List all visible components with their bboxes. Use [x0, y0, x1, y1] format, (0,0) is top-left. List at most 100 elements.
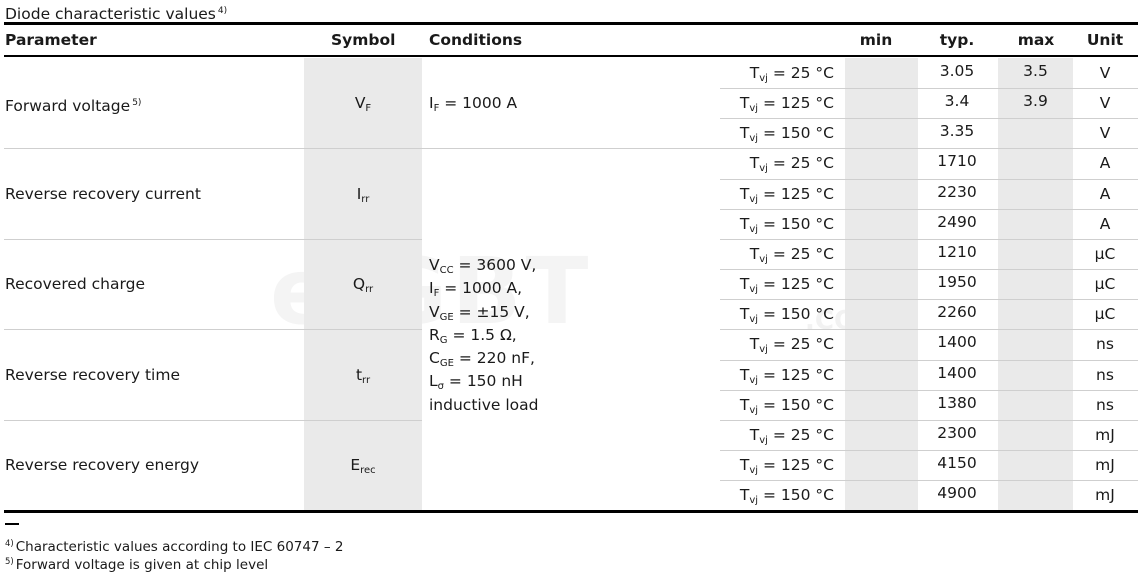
typ-value: 1950 [937, 273, 977, 292]
temp-value: 125 °C [780, 275, 834, 294]
condition-main: R [429, 325, 440, 344]
typ-value: 2260 [937, 303, 977, 322]
row-divider [720, 480, 1138, 482]
table-title: Diode characteristic values 4) [5, 1, 227, 24]
temperature-condition: Tvj = 25 °C [700, 420, 834, 453]
temp-symbol: T [739, 214, 750, 233]
typ-value: 3.05 [939, 62, 975, 80]
temp-eq: = [758, 395, 781, 414]
temp-sub: vj [759, 434, 768, 446]
footnote-5: 5) Forward voltage is given at chip level [5, 554, 268, 574]
max-value: 3.5 [1023, 62, 1048, 80]
temp-value: 25 °C [790, 64, 834, 82]
unit-value: V [1099, 124, 1111, 143]
row-divider [720, 299, 1138, 301]
temp-eq: = [758, 94, 781, 113]
temp-eq: = [767, 335, 791, 354]
temperature-condition: Tvj = 150 °C [700, 299, 834, 332]
typ-value: 1710 [937, 152, 977, 171]
header-conditions: Conditions [429, 31, 523, 49]
temp-eq: = [758, 305, 781, 324]
symbol-main: I [356, 184, 362, 203]
typ-value: 1400 [937, 333, 977, 352]
temp-sub: vj [749, 404, 759, 416]
condition-value: = 1.5 Ω, [447, 325, 517, 344]
unit-value: mJ [1095, 425, 1115, 444]
condition-value: = 220 nF, [453, 349, 535, 368]
condition-sub: GE [439, 358, 454, 370]
condition-main: I [429, 279, 434, 298]
header-bottom-rule [4, 55, 1138, 57]
condition-main: inductive load [429, 395, 539, 414]
parameter-label: Reverse recovery time [5, 365, 181, 384]
row-divider [720, 389, 1138, 391]
condition-line: IF = 1000 A, [429, 278, 538, 301]
temp-symbol: T [739, 94, 750, 113]
temp-sub: vj [749, 133, 759, 145]
condition-sub: G [439, 334, 448, 346]
condition-value: = 1000 A [439, 94, 518, 113]
temp-value: 125 °C [780, 94, 834, 113]
max-value: 3.9 [1023, 92, 1048, 111]
unit-value: A [1099, 184, 1111, 203]
temp-symbol: T [739, 455, 750, 474]
group-divider [720, 238, 1138, 240]
temp-sub: vj [749, 495, 759, 507]
condition-sub: F [433, 103, 440, 115]
unit-value: V [1099, 64, 1111, 82]
temp-sub: vj [749, 103, 759, 115]
temperature-condition: Tvj = 25 °C [700, 239, 834, 272]
temp-eq: = [767, 244, 791, 263]
typ-value: 4900 [937, 484, 977, 503]
parameter-name: Reverse recovery time [5, 360, 180, 390]
temperature-condition: Tvj = 25 °C [700, 148, 834, 181]
temp-symbol: T [749, 154, 760, 173]
symbol-main: E [350, 456, 361, 475]
condition-sub: σ [437, 381, 444, 393]
temperature-condition: Tvj = 125 °C [700, 179, 834, 212]
group-divider [720, 329, 1138, 331]
table-top-rule [4, 22, 1138, 25]
shared-conditions: VCC = 3600 V, IF = 1000 A, VGE = ±15 V, RG … [429, 255, 538, 416]
temperature-condition: Tvj = 25 °C [700, 58, 834, 91]
condition-main: C [429, 349, 440, 368]
parameter-name: Reverse recovery energy [5, 450, 199, 480]
temp-value: 25 °C [790, 244, 834, 263]
table-bottom-rule [4, 510, 1138, 513]
unit-value: A [1099, 214, 1111, 233]
symbol-sub: rr [361, 193, 370, 205]
row-divider [720, 178, 1138, 180]
temp-symbol: T [739, 184, 750, 203]
condition-main: V [429, 302, 440, 321]
typ-value: 3.35 [939, 122, 975, 141]
unit-value: µC [1094, 244, 1116, 263]
typ-value: 3.4 [944, 92, 970, 111]
temp-value: 25 °C [790, 154, 834, 173]
condition-sub: CC [439, 265, 454, 276]
temp-symbol: T [749, 64, 760, 82]
temperature-condition: Tvj = 150 °C [700, 480, 834, 513]
temp-sub: vj [749, 314, 759, 326]
row-divider [720, 88, 1138, 90]
typ-value: 1380 [937, 393, 977, 412]
temp-eq: = [758, 124, 781, 143]
unit-value: V [1099, 94, 1111, 113]
temp-sub: vj [749, 193, 759, 205]
symbol-sub: rr [365, 284, 374, 296]
row-divider [720, 359, 1138, 361]
group-divider [720, 148, 1138, 150]
condition-value: = 150 nH [443, 372, 523, 391]
conditions-divider [422, 148, 720, 150]
temp-eq: = [758, 365, 781, 384]
condition-line: RG = 1.5 Ω, [429, 325, 538, 348]
typ-value: 1210 [937, 242, 977, 261]
temperature-condition: Tvj = 125 °C [700, 88, 834, 121]
min-column-shade [845, 58, 918, 511]
unit-value: ns [1096, 365, 1114, 384]
temp-sub: vj [759, 344, 768, 356]
parameter-note: 5) [132, 98, 142, 109]
temp-value: 150 °C [780, 305, 834, 324]
condition-main: V [429, 256, 440, 274]
typ-value: 4150 [937, 453, 977, 472]
